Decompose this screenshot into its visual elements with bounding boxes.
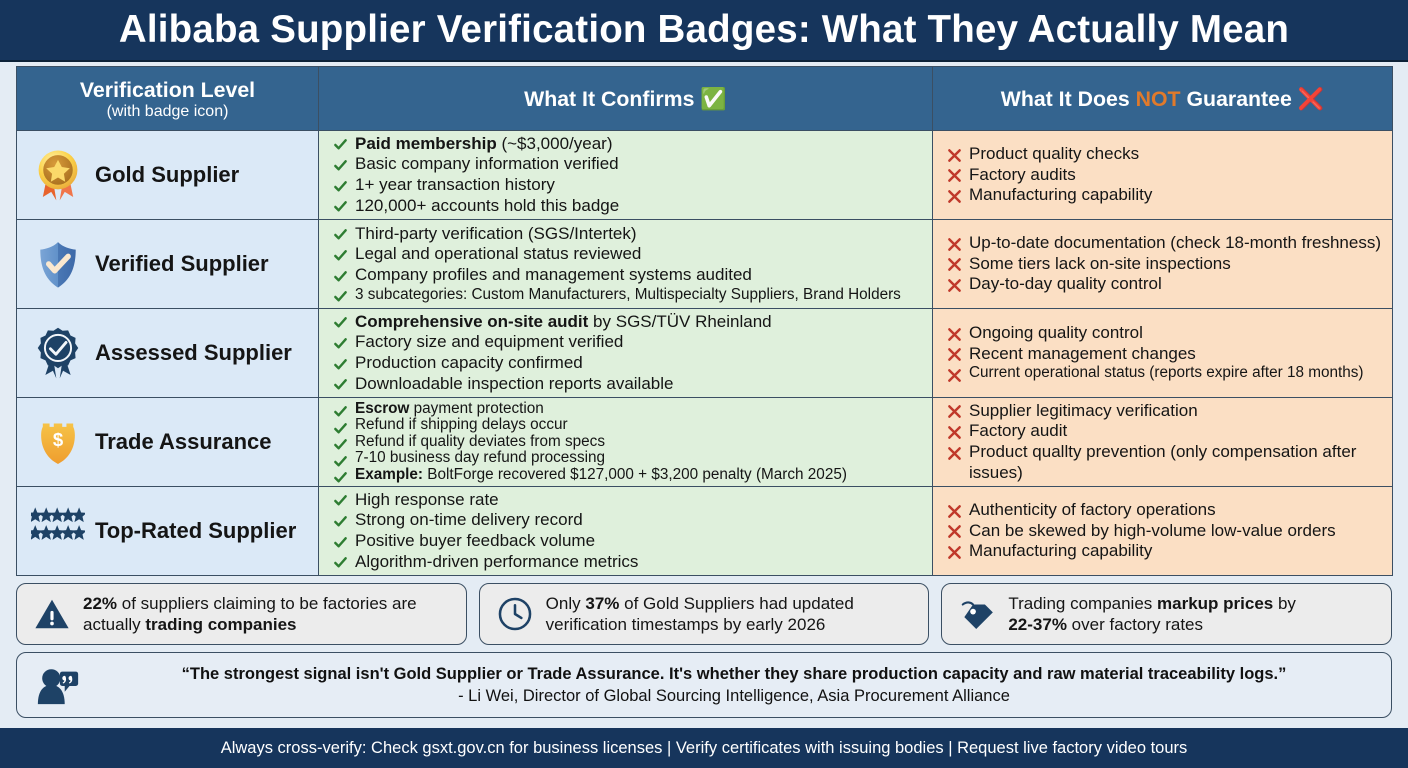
svg-text:$: $ bbox=[53, 429, 64, 450]
